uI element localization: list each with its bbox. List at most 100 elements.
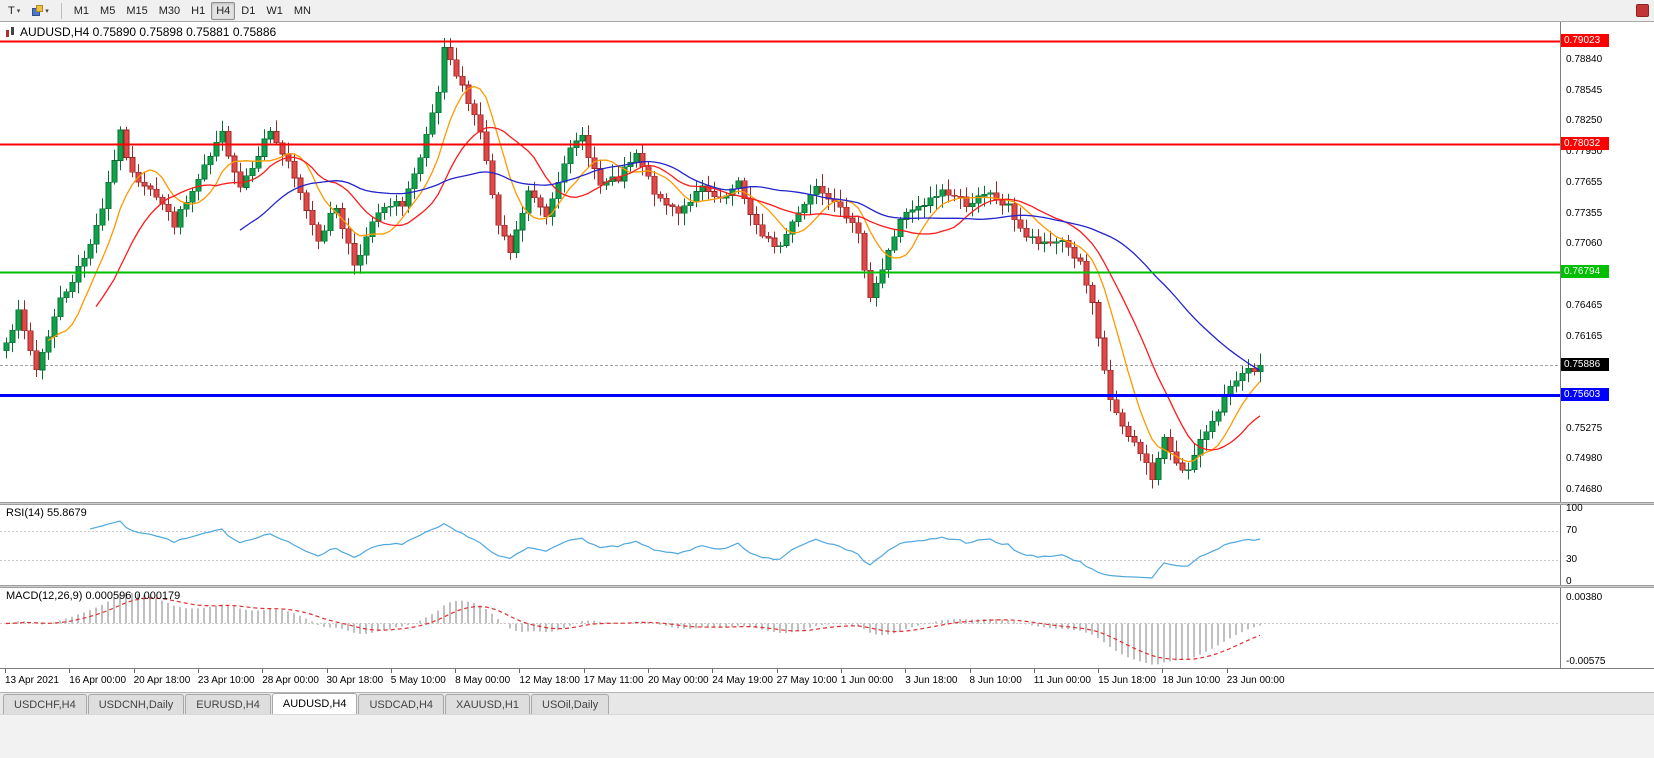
timeframe-w1[interactable]: W1 bbox=[261, 2, 288, 20]
time-axis-label: 18 Jun 10:00 bbox=[1162, 675, 1221, 686]
chart-style-button[interactable]: ▾ bbox=[27, 2, 54, 20]
chart-tab-usdcnh-daily[interactable]: USDCNH,Daily bbox=[87, 694, 185, 714]
chart-tab-usoil-daily[interactable]: USOil,Daily bbox=[531, 694, 610, 714]
time-axis-tick bbox=[1098, 669, 1100, 673]
timeframe-buttons: M1 M5 M15 M30 H1 H4 D1 W1 MN bbox=[69, 1, 316, 20]
time-axis-label: 8 May 00:00 bbox=[455, 675, 511, 686]
current-price-badge: 0.75886 bbox=[1561, 358, 1609, 372]
timeframe-d1[interactable]: D1 bbox=[236, 2, 260, 20]
time-axis-label: 3 Jun 18:00 bbox=[905, 675, 958, 686]
time-axis-label: 17 May 11:00 bbox=[583, 675, 644, 686]
time-axis-label: 15 Jun 18:00 bbox=[1098, 675, 1156, 686]
time-axis-label: 8 Jun 10:00 bbox=[969, 675, 1022, 686]
time-axis-tick bbox=[262, 669, 264, 673]
time-axis-tick bbox=[1162, 669, 1164, 673]
time-axis-tick bbox=[197, 669, 199, 673]
chart-header-text: AUDUSD,H4 0.75890 0.75898 0.75881 0.7588… bbox=[20, 25, 277, 39]
rsi-axis-label: 70 bbox=[1566, 524, 1578, 536]
time-axis-label: 24 May 19:00 bbox=[712, 675, 773, 686]
rsi-axis-label: 100 bbox=[1566, 503, 1583, 514]
timeframe-mn[interactable]: MN bbox=[289, 2, 316, 20]
time-axis-label: 23 Apr 10:00 bbox=[197, 675, 255, 686]
price-level-badge: 0.75603 bbox=[1561, 387, 1609, 401]
time-axis-tick bbox=[5, 669, 6, 673]
chart-style-icon bbox=[32, 5, 44, 16]
status-strip bbox=[0, 714, 1654, 758]
time-axis-label: 27 May 10:00 bbox=[776, 675, 838, 686]
macd-axis-label: 0.00380 bbox=[1566, 592, 1603, 603]
price-axis-label: 0.77060 bbox=[1566, 238, 1603, 249]
time-axis-tick bbox=[326, 669, 328, 673]
price-axis-label: 0.76465 bbox=[1566, 299, 1603, 311]
timeframe-h4[interactable]: H4 bbox=[211, 1, 236, 20]
time-axis-tick bbox=[133, 669, 135, 673]
templates-button[interactable]: T ▾ bbox=[3, 2, 25, 20]
price-axis-label: 0.75275 bbox=[1566, 422, 1603, 434]
time-axis-tick bbox=[969, 669, 971, 673]
timeframe-m15[interactable]: M15 bbox=[121, 2, 152, 20]
macd-plot[interactable] bbox=[0, 588, 1560, 668]
price-axis-label: 0.74680 bbox=[1566, 484, 1603, 495]
price-axis-label: 0.78250 bbox=[1566, 115, 1603, 127]
rsi-axis[interactable]: 100 70 30 0 bbox=[1560, 503, 1654, 587]
timeframe-m1[interactable]: M1 bbox=[69, 2, 94, 20]
macd-axis-label: -0.00575 bbox=[1566, 656, 1606, 667]
toolbar-separator bbox=[60, 2, 62, 19]
rsi-axis-label: 0 bbox=[1566, 576, 1572, 587]
templates-button-label: T bbox=[8, 4, 15, 17]
price-axis-label: 0.77355 bbox=[1566, 207, 1603, 219]
rsi-plot[interactable] bbox=[0, 505, 1560, 585]
timeframe-m30[interactable]: M30 bbox=[154, 2, 185, 20]
time-axis-tick bbox=[69, 669, 71, 673]
chart-tab-usdcad-h4[interactable]: USDCAD,H4 bbox=[358, 694, 445, 714]
main-chart-panel: AUDUSD,H4 0.75890 0.75898 0.75881 0.7588… bbox=[0, 22, 1654, 502]
time-axis-tick bbox=[648, 669, 649, 673]
rsi-axis-label: 30 bbox=[1566, 554, 1578, 566]
top-toolbar: T ▾ ▾ M1 M5 M15 M30 H1 H4 D1 W1 MN bbox=[0, 0, 1654, 22]
price-level-badge: 0.79023 bbox=[1561, 34, 1609, 48]
chart-tab-xauusd-h1[interactable]: XAUUSD,H1 bbox=[445, 694, 530, 714]
price-axis-label: 0.78840 bbox=[1566, 54, 1603, 66]
time-axis[interactable]: 13 Apr 2021 16 Apr 00:00 20 Apr 18:00 23 Ap… bbox=[0, 668, 1654, 692]
time-axis-tick bbox=[840, 669, 842, 673]
panel-splitter[interactable] bbox=[0, 502, 1654, 505]
timeframe-m5[interactable]: M5 bbox=[95, 2, 120, 20]
timeframe-h1[interactable]: H1 bbox=[186, 2, 210, 20]
price-chart-plot[interactable] bbox=[0, 22, 1560, 502]
price-axis-label: 0.77655 bbox=[1566, 176, 1603, 188]
chart-tab-usdchf-h4[interactable]: USDCHF,H4 bbox=[3, 694, 87, 714]
time-axis-tick bbox=[776, 669, 778, 673]
panel-splitter[interactable] bbox=[0, 585, 1654, 588]
macd-axis[interactable]: 0.00380 -0.00575 bbox=[1560, 588, 1654, 668]
chart-symbol-icon bbox=[6, 27, 15, 37]
chart-tab-bar: USDCHF,H4 USDCNH,Daily EURUSD,H4 AUDUSD,H4 U… bbox=[0, 692, 1654, 714]
macd-label: MACD(12,26,9) 0.000596 0.000179 bbox=[6, 590, 181, 602]
time-axis-tick bbox=[455, 669, 457, 673]
price-level-badge: 0.76794 bbox=[1561, 264, 1609, 278]
chart-tab-eurusd-h4[interactable]: EURUSD,H4 bbox=[185, 694, 271, 714]
time-axis-label: 23 Jun 00:00 bbox=[1226, 675, 1285, 686]
time-axis-label: 5 May 10:00 bbox=[390, 675, 446, 686]
price-axis-label: 0.78545 bbox=[1566, 84, 1603, 96]
time-axis-label: 28 Apr 00:00 bbox=[262, 675, 319, 686]
price-axis-label: 0.77950 bbox=[1566, 146, 1603, 158]
time-axis-label: 20 May 00:00 bbox=[648, 675, 709, 686]
time-axis-tick bbox=[390, 669, 392, 673]
rsi-label: RSI(14) 55.8679 bbox=[6, 507, 87, 519]
time-axis-tick bbox=[1226, 669, 1228, 673]
time-axis-tick bbox=[519, 669, 521, 673]
chart-header: AUDUSD,H4 0.75890 0.75898 0.75881 0.7588… bbox=[6, 25, 276, 39]
macd-panel: MACD(12,26,9) 0.000596 0.000179 0.00380 -… bbox=[0, 588, 1654, 668]
chart-tab-audusd-h4[interactable]: AUDUSD,H4 bbox=[271, 693, 358, 714]
time-axis-label: 20 Apr 18:00 bbox=[133, 675, 191, 686]
dropdown-caret-icon: ▾ bbox=[16, 7, 21, 15]
time-axis-tick bbox=[1033, 669, 1035, 673]
time-axis-label: 1 Jun 00:00 bbox=[840, 675, 894, 686]
toolbar-right-icon[interactable] bbox=[1636, 4, 1649, 17]
price-axis[interactable]: 0.78840 0.78545 0.78250 0.77950 0.77655 0.773… bbox=[1560, 22, 1654, 502]
price-axis-label: 0.74980 bbox=[1566, 453, 1603, 464]
time-axis-label: 11 Jun 00:00 bbox=[1033, 675, 1091, 686]
time-axis-label: 30 Apr 18:00 bbox=[326, 675, 384, 686]
time-axis-tick bbox=[712, 669, 714, 673]
